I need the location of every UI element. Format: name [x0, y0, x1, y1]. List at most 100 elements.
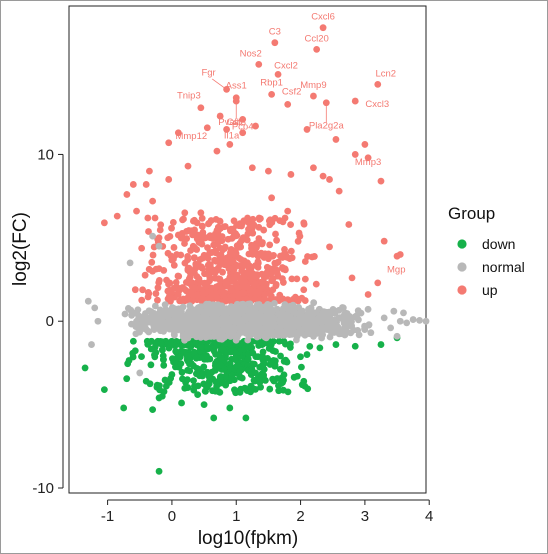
data-point-down: [194, 365, 202, 373]
data-point-up: [258, 285, 266, 292]
data-point-normal: [416, 316, 423, 324]
data-point-up: [154, 296, 161, 304]
data-point-down: [138, 353, 145, 361]
data-point-normal: [344, 313, 352, 320]
legend-item-down: down: [457, 236, 515, 252]
data-point-down: [131, 347, 139, 355]
data-point-normal: [134, 306, 142, 314]
data-point-up: [255, 235, 263, 242]
data-point-up: [240, 262, 247, 270]
data-point-down: [168, 371, 176, 378]
data-point-up: [193, 292, 200, 299]
legend: Group down normal up: [448, 204, 525, 298]
data-point-up: [301, 275, 309, 283]
data-point-normal: [365, 321, 373, 329]
data-point-normal: [253, 315, 261, 323]
x-tick-label: 4: [425, 508, 433, 525]
series-down: [81, 334, 401, 475]
data-point-down: [271, 362, 279, 370]
data-point-up: [192, 284, 199, 292]
data-point-normal: [175, 305, 183, 313]
data-point-up: [279, 295, 287, 303]
data-point-up: [232, 249, 240, 257]
data-point-down: [216, 376, 224, 383]
data-point-down: [194, 391, 202, 398]
data-point-up: [151, 214, 159, 222]
labeled-point: [268, 90, 276, 98]
data-point-normal: [181, 336, 188, 344]
gene-label: Fgr: [201, 67, 215, 78]
data-point-up: [196, 239, 204, 247]
data-point-up: [168, 224, 175, 232]
data-point-up: [225, 265, 233, 272]
data-point-down: [217, 361, 225, 369]
data-point-up: [144, 289, 152, 296]
data-point-up: [174, 231, 182, 239]
data-point-up: [232, 279, 240, 287]
data-point-normal: [265, 303, 273, 311]
data-point-normal: [277, 310, 285, 317]
data-point-normal: [409, 316, 417, 323]
data-point-normal: [192, 324, 200, 332]
data-point-normal: [380, 314, 388, 322]
data-point-up: [139, 286, 147, 294]
data-point-up: [152, 265, 160, 273]
data-point-down: [228, 372, 236, 379]
data-point-normal: [88, 341, 95, 348]
data-point-up: [345, 221, 353, 228]
data-point-up: [186, 297, 194, 305]
data-point-normal: [296, 326, 303, 333]
data-point-up: [292, 293, 299, 301]
data-point-up: [194, 232, 202, 240]
data-point-up: [213, 147, 221, 155]
gene-label: Cxcl3: [365, 99, 389, 110]
y-tick-label: 0: [46, 313, 54, 330]
data-point-up: [212, 215, 220, 223]
data-point-normal: [193, 332, 201, 340]
data-point-up: [210, 268, 217, 275]
data-point-down: [209, 387, 216, 395]
data-point-up: [348, 274, 356, 282]
data-point-down: [152, 349, 160, 356]
data-point-normal: [326, 315, 334, 322]
data-point-up: [253, 271, 261, 278]
data-point-up: [287, 171, 295, 178]
data-point-normal: [186, 302, 194, 310]
data-point-up: [272, 282, 280, 290]
data-point-up: [148, 258, 156, 266]
data-point-down: [259, 348, 267, 356]
data-point-down: [226, 404, 234, 412]
data-point-up: [260, 254, 268, 261]
data-point-up: [300, 219, 308, 227]
data-point-normal: [142, 312, 150, 320]
data-point-down: [215, 388, 223, 395]
data-point-up: [155, 276, 163, 284]
data-point-up: [189, 242, 197, 250]
data-point-normal: [340, 317, 348, 325]
data-point-normal: [144, 318, 152, 326]
data-point-down: [192, 354, 200, 362]
data-point-down: [259, 354, 267, 362]
data-point-down: [248, 344, 256, 352]
data-point-normal: [403, 319, 411, 327]
labeled-point: [271, 39, 279, 47]
data-point-up: [157, 221, 165, 229]
data-point-up: [332, 136, 340, 143]
data-point-normal: [310, 299, 318, 307]
x-tick-label: 0: [168, 508, 176, 525]
data-point-down: [200, 363, 208, 371]
y-axis-title: log2(FC): [10, 212, 31, 286]
data-point-up: [227, 249, 234, 257]
data-point-down: [210, 347, 218, 355]
data-point-up: [100, 219, 108, 227]
plot-panel: [68, 5, 427, 494]
data-point-down: [120, 404, 128, 412]
data-point-up: [265, 217, 273, 225]
data-point-up: [226, 141, 234, 148]
data-point-up: [206, 234, 214, 241]
data-point-normal: [350, 326, 357, 334]
data-point-up: [212, 247, 219, 255]
data-point-normal: [225, 321, 233, 329]
data-point-up: [129, 181, 137, 188]
label-leader-line: [211, 78, 227, 90]
